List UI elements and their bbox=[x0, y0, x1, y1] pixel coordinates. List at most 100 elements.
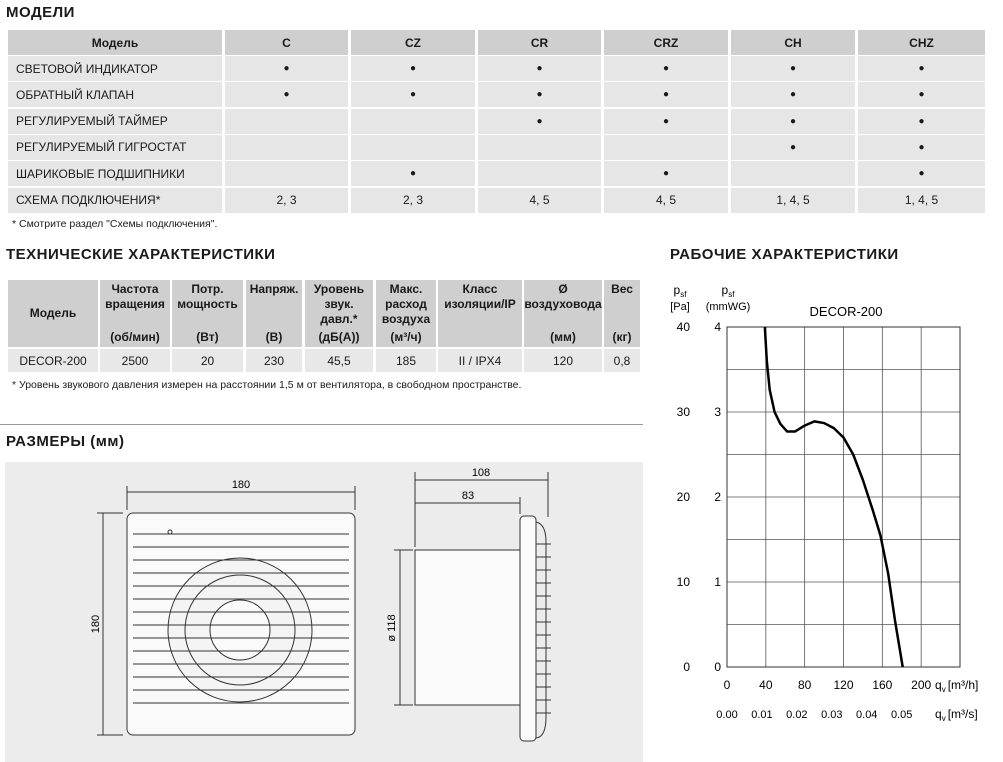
diameter-label: ø 118 bbox=[386, 614, 398, 641]
cell bbox=[731, 161, 855, 187]
cell: ● bbox=[604, 108, 728, 134]
x-tick-label: 120 bbox=[833, 678, 853, 692]
x-tick-label: 40 bbox=[759, 678, 773, 692]
header-cell: Модель bbox=[8, 30, 222, 55]
cell: 0,8 bbox=[604, 349, 640, 372]
header-line: Напряж. bbox=[249, 282, 299, 296]
label-symbol: q bbox=[935, 707, 942, 721]
cell: ● bbox=[478, 108, 601, 134]
cell bbox=[351, 108, 475, 134]
cell: 20 bbox=[172, 349, 243, 372]
header-line: Модель bbox=[29, 306, 77, 320]
cell bbox=[225, 108, 348, 134]
cell: II / IPX4 bbox=[438, 349, 522, 372]
header-line: воздуховода bbox=[524, 297, 602, 311]
models-footnote: * Смотрите раздел "Схемы подключения". bbox=[12, 218, 218, 230]
cell: 1, 4, 5 bbox=[731, 187, 855, 213]
header-cell: CH bbox=[731, 30, 855, 55]
y-tick-label: 20 bbox=[677, 490, 691, 504]
x-tick-label: 200 bbox=[911, 678, 931, 692]
header-line: Ø bbox=[558, 282, 568, 296]
cell: ● bbox=[478, 82, 601, 108]
y2-tick-label: 2 bbox=[714, 490, 721, 504]
label-subscript: v bbox=[942, 685, 946, 694]
y-tick-label: 10 bbox=[677, 575, 691, 589]
x2-tick-label: 0.01 bbox=[751, 709, 772, 721]
label-unit: [m³/h] bbox=[948, 678, 979, 692]
cell: 1, 4, 5 bbox=[858, 187, 985, 213]
cell: ● bbox=[604, 56, 728, 81]
header-line: воздуха bbox=[381, 312, 431, 326]
cell: ● bbox=[858, 82, 985, 108]
cell: 4, 5 bbox=[478, 187, 601, 213]
chart-title: РАБОЧИЕ ХАРАКТЕРИСТИКИ bbox=[670, 246, 899, 263]
cell: ● bbox=[351, 82, 475, 108]
side-view bbox=[394, 472, 551, 742]
header-cell: Вес (кг) bbox=[604, 280, 640, 347]
separator bbox=[0, 424, 643, 425]
y-tick-label: 0 bbox=[683, 660, 690, 674]
cell: ● bbox=[351, 161, 475, 187]
y-axis-label: psf bbox=[674, 283, 688, 299]
cell bbox=[225, 134, 348, 160]
header-unit: (м³/ч) bbox=[390, 330, 422, 344]
header-cell: Уровень звук. давл.* (дБ(А)) bbox=[305, 280, 373, 347]
header-line: Потр. bbox=[191, 282, 224, 296]
row-label: РЕГУЛИРУЕМЫЙ ГИГРОСТАТ bbox=[8, 134, 222, 160]
label-subscript: sf bbox=[680, 290, 687, 299]
x-axis-label: qv [m³/h] bbox=[935, 678, 978, 694]
y2-tick-label: 0 bbox=[714, 660, 721, 674]
dimensions-title: РАЗМЕРЫ (мм) bbox=[6, 433, 125, 450]
cell: 230 bbox=[246, 349, 302, 372]
dimension-drawing: 180 180 108 83 ø 118 bbox=[5, 462, 643, 762]
header-line: звук. bbox=[324, 297, 354, 311]
label-symbol: p bbox=[674, 283, 681, 297]
label-unit: [m³/s] bbox=[948, 707, 978, 721]
header-cell: Класс изоляции/IP bbox=[438, 280, 522, 347]
header-line: Уровень bbox=[313, 282, 365, 296]
height-label: 180 bbox=[90, 615, 102, 633]
header-line: Класс bbox=[462, 282, 498, 296]
header-unit: (кг) bbox=[612, 330, 632, 344]
x2-tick-label: 0.05 bbox=[891, 709, 912, 721]
cell: 4, 5 bbox=[604, 187, 728, 213]
header-unit: (Вт) bbox=[196, 330, 219, 344]
cell: ● bbox=[225, 56, 348, 81]
cell bbox=[478, 134, 601, 160]
row-label: СВЕТОВОЙ ИНДИКАТОР bbox=[8, 56, 222, 81]
cell: ● bbox=[478, 56, 601, 81]
header-line: расход bbox=[385, 297, 427, 311]
cell: 2, 3 bbox=[351, 187, 475, 213]
cell: DECOR-200 bbox=[8, 349, 98, 372]
header-cell: C bbox=[225, 30, 348, 55]
x2-tick-label: 0.02 bbox=[786, 709, 807, 721]
cell: 2, 3 bbox=[225, 187, 348, 213]
header-unit: (дБ(А)) bbox=[318, 330, 360, 344]
cell: ● bbox=[858, 134, 985, 160]
x-tick-label: 80 bbox=[798, 678, 812, 692]
header-line: мощность bbox=[177, 297, 238, 311]
tech-footnote: * Уровень звукового давления измерен на … bbox=[12, 379, 522, 391]
row-label: РЕГУЛИРУЕМЫЙ ТАЙМЕР bbox=[8, 108, 222, 134]
body-depth-label: 83 bbox=[462, 490, 474, 502]
x-tick-label: 0 bbox=[724, 678, 731, 692]
x2-tick-label: 0.00 bbox=[716, 709, 737, 721]
cell: ● bbox=[351, 56, 475, 81]
curve bbox=[763, 326, 904, 668]
cell: ● bbox=[858, 108, 985, 134]
cell: ● bbox=[731, 108, 855, 134]
y2-tick-label: 4 bbox=[714, 320, 721, 334]
x2-tick-label: 0.04 bbox=[856, 709, 877, 721]
header-unit: (об/мин) bbox=[110, 330, 160, 344]
front-view bbox=[97, 486, 356, 736]
header-cell: Модель bbox=[8, 280, 98, 347]
series-label: DECOR-200 bbox=[810, 304, 883, 319]
cell: ● bbox=[731, 56, 855, 81]
header-cell: CR bbox=[478, 30, 601, 55]
header-cell: Частота вращения (об/мин) bbox=[100, 280, 170, 347]
y-tick-label: 40 bbox=[677, 320, 691, 334]
plot-frame bbox=[726, 326, 961, 668]
width-label: 180 bbox=[232, 479, 250, 491]
y2-axis-label-unit: (mmWG) bbox=[706, 301, 751, 313]
